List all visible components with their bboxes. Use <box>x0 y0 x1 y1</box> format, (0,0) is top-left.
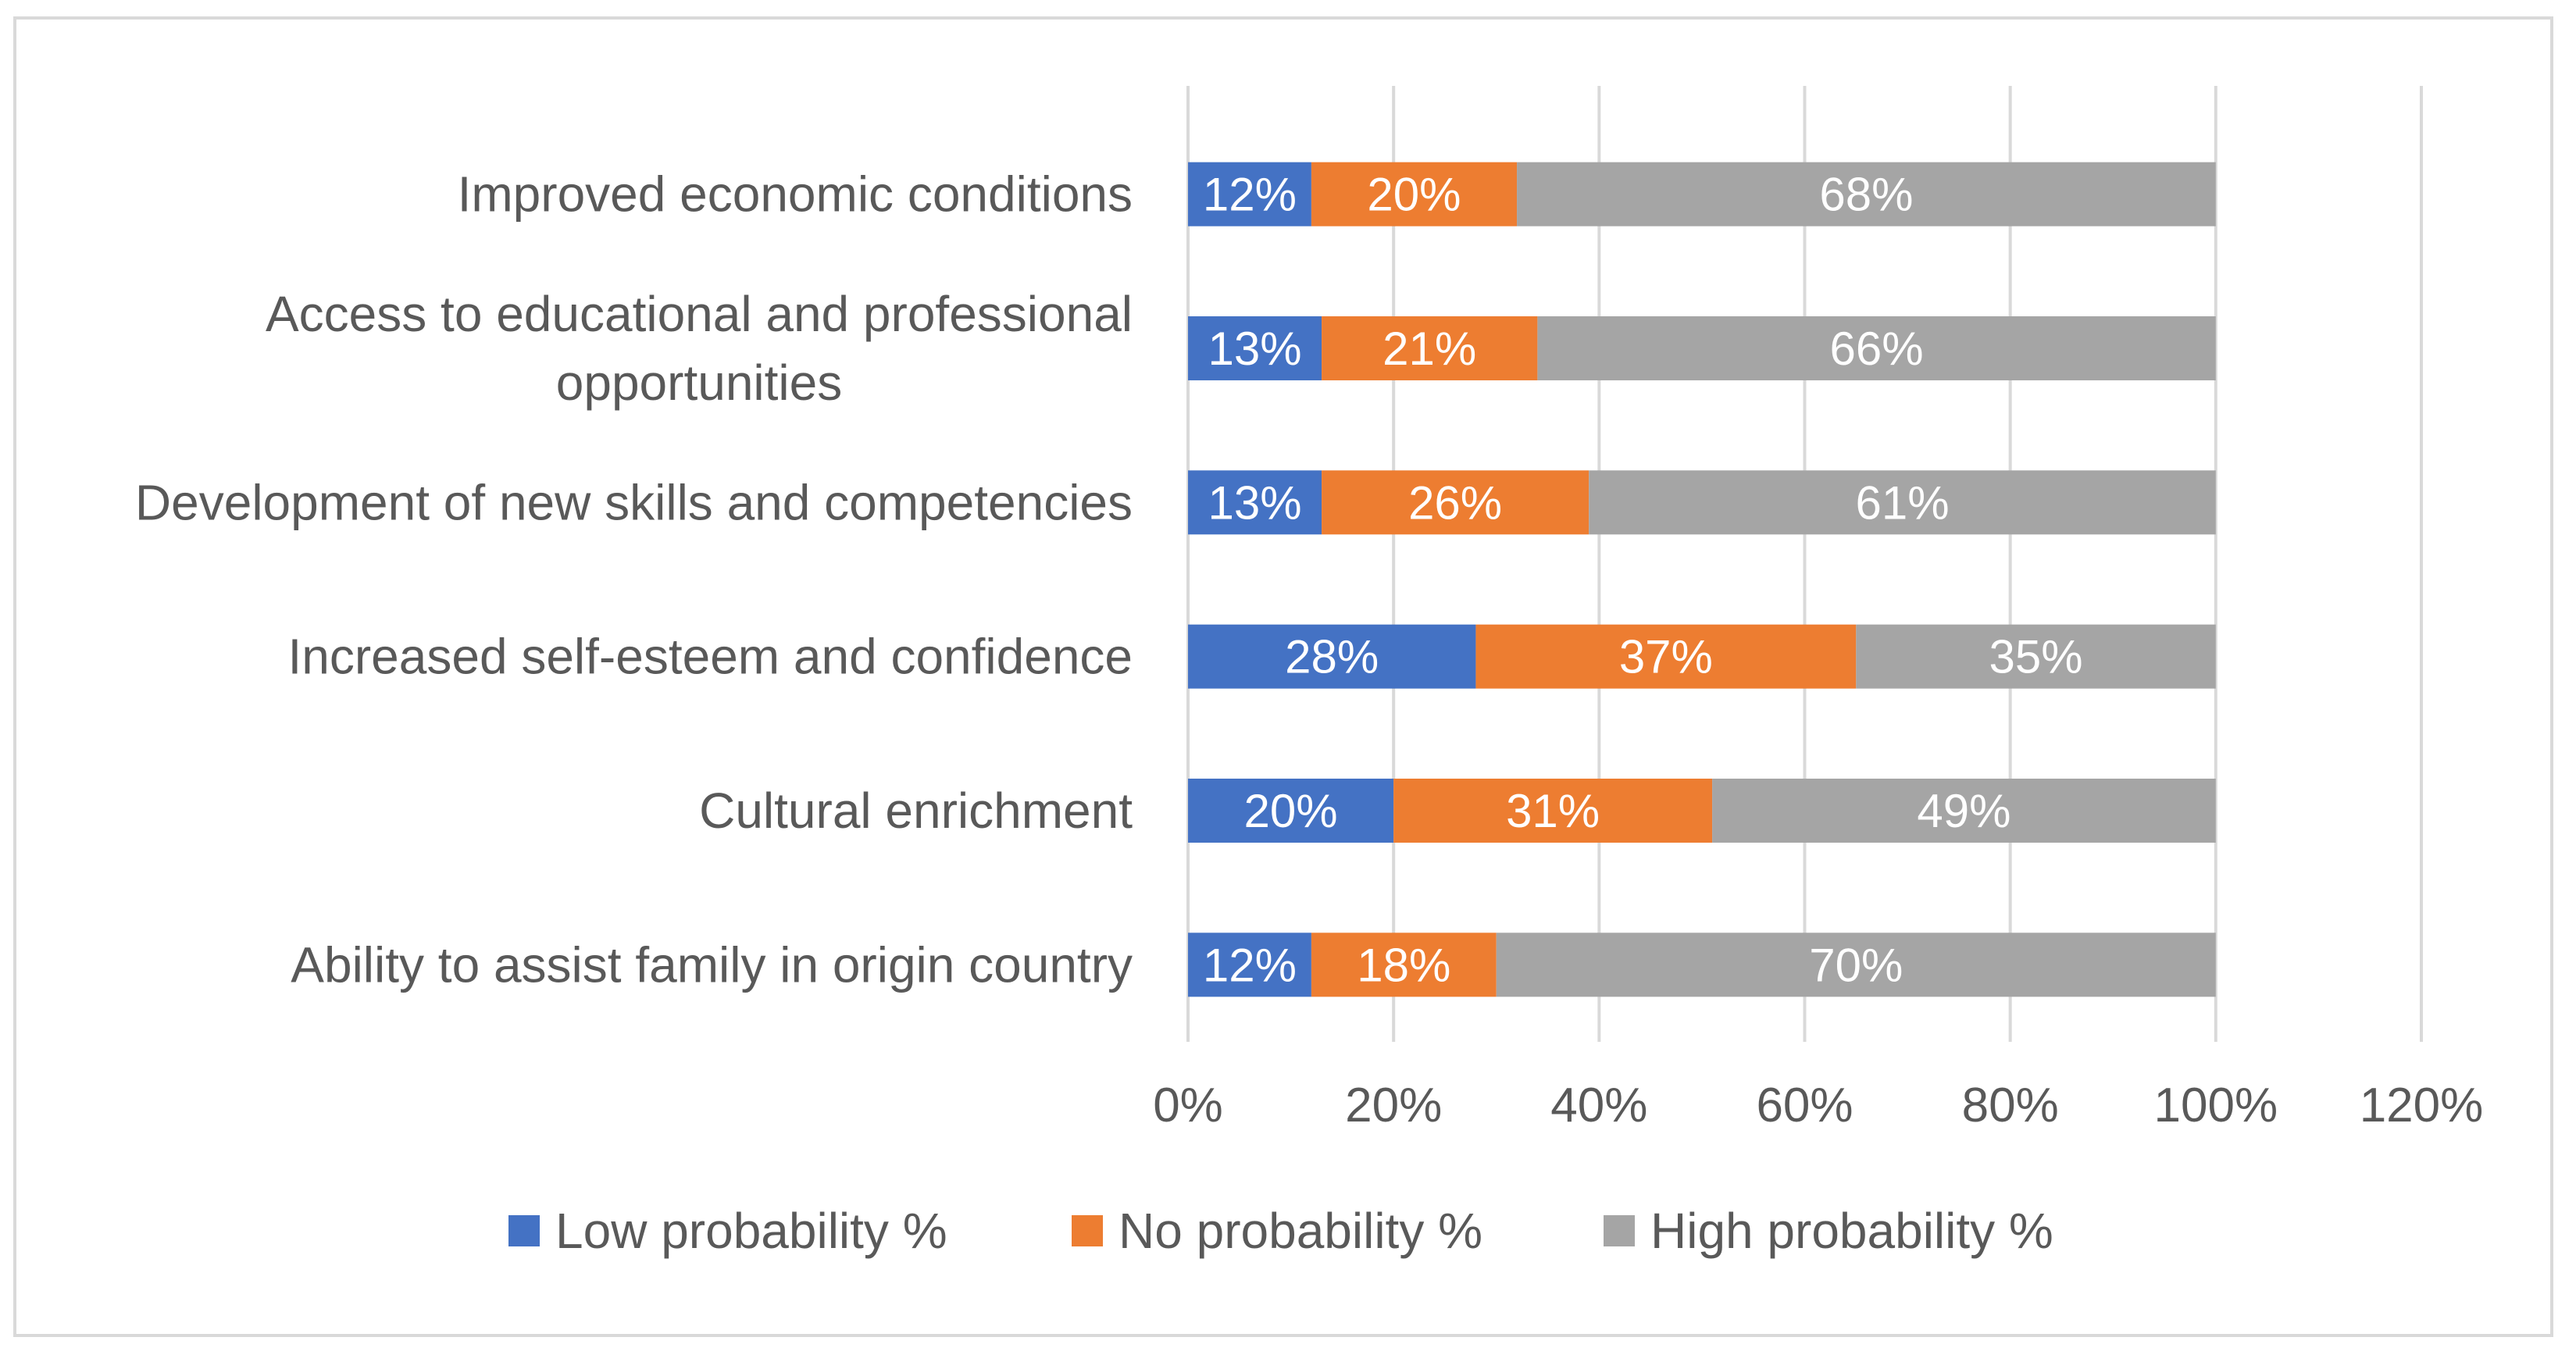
legend-swatch <box>508 1215 540 1246</box>
legend-label: No probability % <box>1119 1203 1482 1259</box>
legend-swatch <box>1072 1215 1103 1246</box>
data-label: 68% <box>1819 169 1913 221</box>
bar-segment <box>1322 316 1538 380</box>
bar-segment <box>1188 162 1311 226</box>
data-label: 13% <box>1208 476 1301 529</box>
bars: 12% 20% 68% 13% 21% 66% 13% 26% 61% 28% 37% 35% 20% 3… <box>1188 162 2216 997</box>
legend-label: High probability % <box>1650 1203 2053 1259</box>
bar-segment <box>1311 932 1497 997</box>
bar-segment <box>1188 470 1322 535</box>
bar-segment <box>1496 932 2216 997</box>
x-tick-label: 20% <box>1345 1079 1442 1132</box>
data-label: 26% <box>1408 476 1502 529</box>
legend: Low probability % No probability % High pr… <box>508 1203 2053 1259</box>
category-label: Cultural enrichment <box>699 783 1133 839</box>
bar-segment <box>1856 624 2216 689</box>
x-tick-label: 80% <box>1962 1079 2059 1132</box>
data-label: 18% <box>1357 939 1450 991</box>
legend-swatch <box>1604 1215 1635 1246</box>
category-label: Increased self-esteem and confidence <box>287 629 1133 685</box>
data-label: 35% <box>1989 631 2083 683</box>
bar-segment <box>1712 779 2216 843</box>
category-label: Improved economic conditions <box>458 166 1133 223</box>
bar-segment <box>1311 162 1518 226</box>
bar-segment <box>1188 779 1394 843</box>
x-tick-label: 100% <box>2154 1079 2278 1132</box>
legend-label: Low probability % <box>555 1203 947 1259</box>
data-label: 13% <box>1208 323 1301 375</box>
data-label: 12% <box>1203 169 1297 221</box>
category-label: Development of new skills and competenci… <box>135 474 1133 530</box>
data-label: 37% <box>1619 631 1713 683</box>
bar-segment <box>1589 470 2216 535</box>
data-label: 49% <box>1917 785 2010 837</box>
bar-segment <box>1393 779 1713 843</box>
bar-segment <box>1188 932 1311 997</box>
bar-segment <box>1188 624 1476 689</box>
gridlines <box>1186 86 2423 1042</box>
data-label: 28% <box>1285 631 1379 683</box>
category-label: opportunities <box>556 355 842 411</box>
category-labels: Improved economic conditions Access to ed… <box>135 166 1133 993</box>
bar-segment <box>1188 316 1322 380</box>
x-tick-label: 120% <box>2360 1079 2484 1132</box>
data-label: 12% <box>1203 939 1297 991</box>
x-tick-label: 40% <box>1550 1079 1647 1132</box>
x-axis-tick-labels: 0% 20% 40% 60% 80% 100% 120% <box>1153 1079 2483 1132</box>
x-tick-label: 60% <box>1756 1079 1853 1132</box>
bar-segment <box>1537 316 2216 380</box>
data-label: 31% <box>1506 785 1600 837</box>
data-label: 20% <box>1244 785 1338 837</box>
data-label: 70% <box>1809 939 1903 991</box>
bar-segment <box>1517 162 2216 226</box>
category-label: Access to educational and professional <box>266 286 1133 342</box>
data-label: 61% <box>1855 476 1949 529</box>
bar-segment <box>1322 470 1589 535</box>
bar-segment <box>1475 624 1857 689</box>
data-label: 21% <box>1383 323 1476 375</box>
data-label: 66% <box>1830 323 1924 375</box>
x-tick-label: 0% <box>1153 1079 1223 1132</box>
data-label: 20% <box>1367 169 1461 221</box>
category-label: Ability to assist family in origin count… <box>291 936 1133 993</box>
